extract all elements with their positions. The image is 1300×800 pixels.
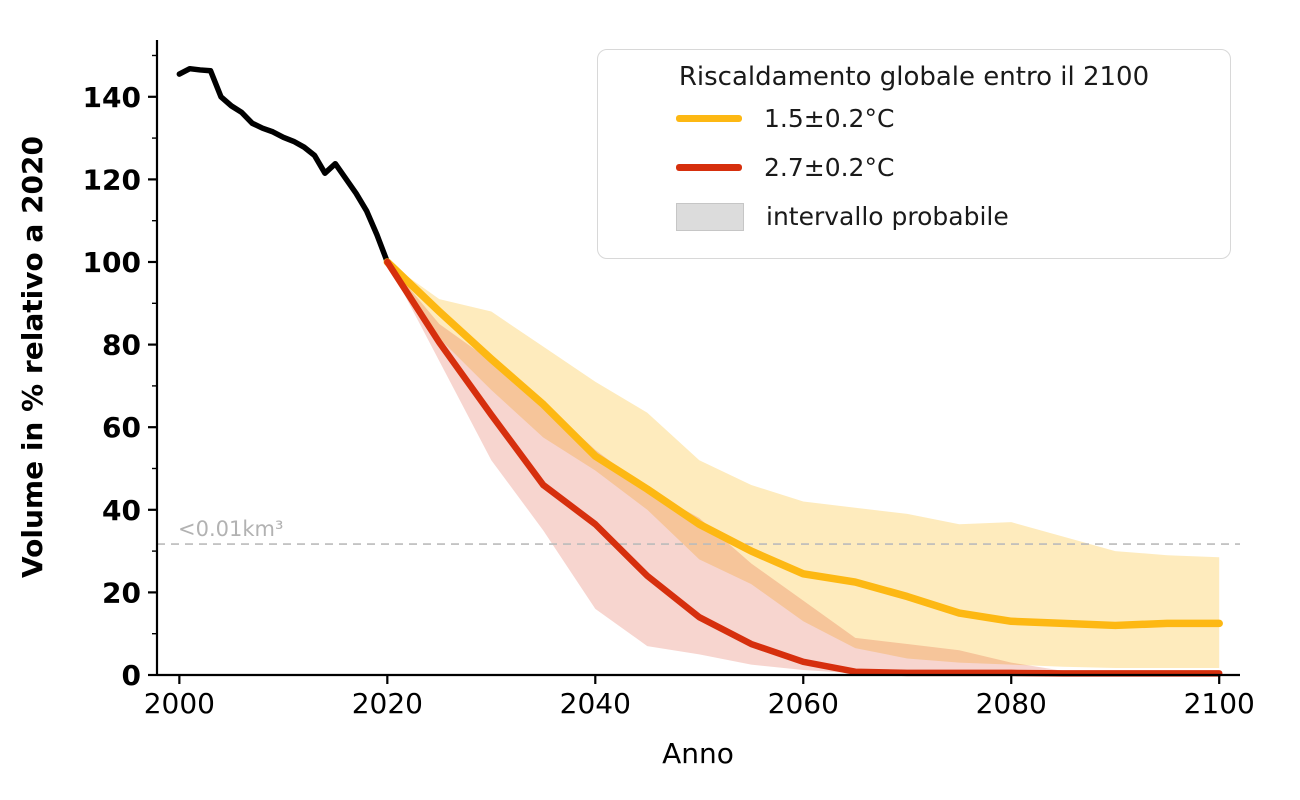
legend-item-likely-range: intervallo probabile bbox=[598, 192, 1230, 241]
line-storico bbox=[176, 65, 391, 265]
y-tick-label: 80 bbox=[102, 329, 141, 362]
legend-item-2.7C: 2.7±0.2°C bbox=[598, 143, 1230, 192]
y-tick-label: 140 bbox=[83, 81, 141, 114]
legend-item-1.5C: 1.5±0.2°C bbox=[598, 94, 1230, 143]
x-tick-label: 2000 bbox=[144, 687, 215, 720]
legend-line-swatch-2.7C bbox=[676, 164, 742, 171]
y-tick-label: 60 bbox=[102, 411, 141, 444]
x-tick-label: 2100 bbox=[1184, 687, 1255, 720]
x-tick-label: 2080 bbox=[976, 687, 1047, 720]
y-tick-label: 0 bbox=[122, 659, 141, 692]
legend-line-swatch-1.5C bbox=[676, 115, 742, 122]
y-tick-label: 100 bbox=[83, 246, 141, 279]
y-tick-label: 20 bbox=[102, 576, 141, 609]
legend-label-1.5C: 1.5±0.2°C bbox=[764, 104, 895, 133]
y-tick-label: 120 bbox=[83, 163, 141, 196]
line-2.7±0.2°C bbox=[384, 258, 1223, 677]
legend-title: Riscaldamento globale entro il 2100 bbox=[678, 62, 1150, 92]
line-1.5±0.2°C bbox=[383, 258, 1223, 630]
legend-patch-swatch bbox=[676, 202, 744, 231]
legend-label-2.7C: 2.7±0.2°C bbox=[764, 153, 895, 182]
y-tick-label: 40 bbox=[102, 494, 141, 527]
data-series bbox=[176, 65, 1223, 677]
legend: Riscaldamento globale entro il 2100 1.5±… bbox=[597, 49, 1231, 259]
y-axis-label: Volume in % relativo a 2020 bbox=[16, 136, 49, 578]
legend-label-likely-range: intervallo probabile bbox=[766, 202, 1009, 231]
band-1.5±0.2°C bbox=[387, 261, 1220, 668]
threshold-annotation: <0.01km³ bbox=[178, 517, 283, 541]
x-tick-label: 2020 bbox=[352, 687, 423, 720]
x-tick-label: 2060 bbox=[768, 687, 839, 720]
band-2.7±0.2°C bbox=[387, 261, 1220, 675]
x-tick-label: 2040 bbox=[560, 687, 631, 720]
uncertainty-bands bbox=[387, 261, 1220, 675]
axes: 2000 2020 2040 2060 2080 21000204060801001201… bbox=[83, 40, 1255, 720]
x-axis-label: Anno bbox=[662, 737, 734, 770]
